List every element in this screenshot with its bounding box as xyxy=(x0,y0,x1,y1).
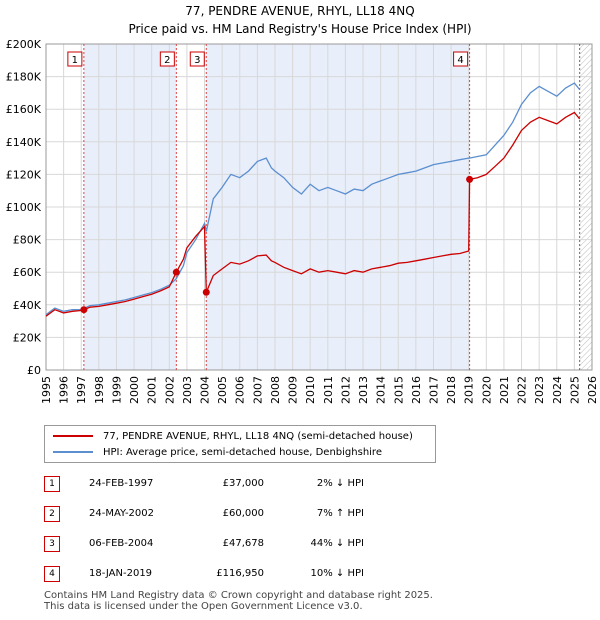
sale-price: £60,000 xyxy=(222,508,264,519)
chart-svg: £0 £20K £40K £60K £80K £100K £120K £140K £160K £1… xyxy=(6,38,599,404)
sale-marker xyxy=(202,288,210,296)
y-tick-label: £40K xyxy=(13,299,42,312)
sale-row: 1 24-FEB-1997 £37,000 2% ↓ HPI xyxy=(44,476,564,494)
y-tick-label: £100K xyxy=(6,201,42,214)
x-tick-label: 2013 xyxy=(357,376,370,404)
x-tick-label: 2025 xyxy=(568,376,581,404)
chart-title: 77, PENDRE AVENUE, RHYL, LL18 4NQ xyxy=(185,4,415,18)
sale-hpi-diff: 2% ↓ HPI xyxy=(316,478,364,489)
hpi-series-line xyxy=(45,82,581,316)
x-tick-label: 2018 xyxy=(445,376,458,404)
sale-marker-label: 3 xyxy=(194,55,200,66)
y-tick-label: £20K xyxy=(13,331,42,344)
sale-marker-box xyxy=(189,51,205,67)
x-tick-label: 1997 xyxy=(75,376,88,404)
x-tick-label: 2004 xyxy=(199,376,212,404)
y-tick-label: £200K xyxy=(6,38,42,51)
sale-marker-label: 1 xyxy=(72,55,78,66)
sale-row: 2 24-MAY-2002 £60,000 7% ↑ HPI xyxy=(44,506,564,524)
y-tick-label: £120K xyxy=(6,168,42,181)
legend-property-swatch xyxy=(53,435,93,437)
x-tick-label: 2015 xyxy=(392,376,405,404)
sale-marker xyxy=(466,175,474,183)
legend-hpi-label: HPI: Average price, semi-detached house,… xyxy=(103,446,382,458)
sale-price: £47,678 xyxy=(222,538,264,549)
sale-hpi-diff: 44% ↓ HPI xyxy=(310,538,364,549)
legend: 77, PENDRE AVENUE, RHYL, LL18 4NQ (semi-… xyxy=(44,425,436,463)
x-tick-label: 2009 xyxy=(287,376,300,404)
sale-price: £37,000 xyxy=(222,478,264,489)
y-tick-label: £140K xyxy=(6,136,42,149)
x-tick-label: 2008 xyxy=(269,376,282,404)
chart-area: £0 £20K £40K £60K £80K £100K £120K £140K £160K £1… xyxy=(6,38,599,404)
sale-hpi-diff: 10% ↓ HPI xyxy=(310,568,364,579)
footer-copyright: Contains HM Land Registry data © Crown c… xyxy=(44,590,433,601)
y-tick-label: £60K xyxy=(13,266,42,279)
sale-marker-box xyxy=(159,51,175,67)
legend-hpi: HPI: Average price, semi-detached house,… xyxy=(53,445,382,459)
sale-number-badge: 4 xyxy=(44,566,60,582)
sale-number-badge: 3 xyxy=(44,536,60,552)
property-series-line xyxy=(45,111,581,317)
sale-date: 06-FEB-2004 xyxy=(89,538,154,549)
x-tick-label: 2006 xyxy=(234,376,247,404)
sale-number-badge: 1 xyxy=(44,476,60,492)
x-tick-label: 2026 xyxy=(586,376,599,404)
legend-hpi-swatch xyxy=(53,451,93,453)
x-tick-label: 2016 xyxy=(410,376,423,404)
x-tick-label: 2017 xyxy=(427,376,440,404)
legend-property: 77, PENDRE AVENUE, RHYL, LL18 4NQ (semi-… xyxy=(53,429,413,443)
sale-marker xyxy=(172,268,180,276)
x-tick-label: 2000 xyxy=(128,376,141,404)
sale-marker-label: 2 xyxy=(164,55,170,66)
sale-marker-label: 4 xyxy=(457,55,463,66)
x-tick-label: 2007 xyxy=(251,376,264,404)
x-tick-label: 2005 xyxy=(216,376,229,404)
x-tick-label: 2012 xyxy=(339,376,352,404)
x-tick-label: 2019 xyxy=(463,376,476,404)
footer: Contains HM Land Registry data © Crown c… xyxy=(44,590,433,612)
sale-marker-box xyxy=(453,51,469,67)
y-tick-label: £0 xyxy=(27,364,41,377)
sale-date: 24-FEB-1997 xyxy=(89,478,154,489)
y-tick-label: £180K xyxy=(6,71,42,84)
x-tick-label: 1998 xyxy=(93,376,106,404)
x-tick-label: 2014 xyxy=(375,376,388,404)
x-tick-label: 1999 xyxy=(110,376,123,404)
x-tick-label: 1995 xyxy=(40,376,53,404)
x-tick-label: 2022 xyxy=(516,376,529,404)
sale-marker-box xyxy=(67,51,83,67)
x-tick-label: 2021 xyxy=(498,376,511,404)
x-tick-label: 2003 xyxy=(181,376,194,404)
sale-date: 18-JAN-2019 xyxy=(89,568,153,579)
x-tick-label: 1996 xyxy=(58,376,71,404)
y-tick-label: £160K xyxy=(6,103,42,116)
x-tick-label: 2020 xyxy=(480,376,493,404)
legend-property-label: 77, PENDRE AVENUE, RHYL, LL18 4NQ (semi-… xyxy=(103,430,413,442)
sale-row: 4 18-JAN-2019 £116,950 10% ↓ HPI xyxy=(44,566,564,584)
x-tick-label: 2024 xyxy=(551,376,564,404)
x-tick-label: 2002 xyxy=(163,376,176,404)
plot-border xyxy=(45,43,593,371)
sale-row: 3 06-FEB-2004 £47,678 44% ↓ HPI xyxy=(44,536,564,554)
sale-price: £116,950 xyxy=(216,568,264,579)
footer-licence: This data is licensed under the Open Gov… xyxy=(44,601,363,612)
x-tick-label: 2001 xyxy=(146,376,159,404)
x-tick-label: 2010 xyxy=(304,376,317,404)
sale-number-badge: 2 xyxy=(44,506,60,522)
x-tick-label: 2011 xyxy=(322,376,335,404)
sale-date: 24-MAY-2002 xyxy=(89,508,155,519)
x-tick-label: 2023 xyxy=(533,376,546,404)
sale-hpi-diff: 7% ↑ HPI xyxy=(316,508,364,519)
sale-marker xyxy=(80,306,88,314)
chart-subtitle: Price paid vs. HM Land Registry's House … xyxy=(128,22,472,36)
y-tick-label: £80K xyxy=(13,234,42,247)
